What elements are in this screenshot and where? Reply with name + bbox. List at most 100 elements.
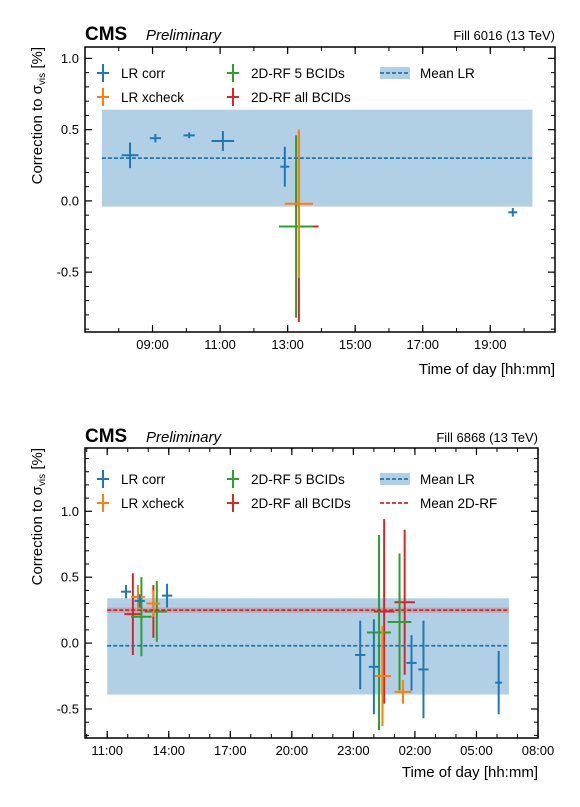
- legend: LR corr LR xcheck 2D-RF 5 BCIDs 2D-RF all B…: [97, 64, 475, 106]
- data-point: [121, 142, 139, 169]
- y-tick-label: 1.0: [61, 504, 79, 519]
- data-point: [279, 135, 313, 318]
- legend-label: LR xcheck: [121, 90, 184, 105]
- x-tick-label: 11:00: [204, 337, 236, 352]
- data-point: [120, 585, 132, 599]
- x-axis: 09:00 11:00 13:00 15:00 17:00 19:00: [84, 47, 525, 352]
- series-2d-rf-5-bcids: [131, 535, 412, 731]
- data-point: [134, 594, 145, 608]
- x-tick-label: 14:00: [152, 743, 185, 758]
- data-point: [368, 619, 380, 715]
- y-tick-label: 1.0: [61, 51, 79, 66]
- series-lr-xcheck: [131, 585, 412, 727]
- series-lr-xcheck: [284, 129, 313, 278]
- plot-frame: [84, 447, 539, 739]
- data-point: [124, 573, 142, 655]
- data-point: [284, 129, 313, 278]
- y-axis: -0.5 0.0 0.5 1.0: [57, 458, 538, 736]
- data-point: [508, 208, 518, 217]
- x-axis-label: Time of day [hh:mm]: [419, 361, 555, 378]
- preliminary-label: Preliminary: [146, 429, 223, 446]
- x-axis-label: Time of day [hh:mm]: [402, 764, 538, 781]
- data-point: [367, 535, 391, 731]
- y-axis-label-unit: [%]: [29, 47, 46, 73]
- legend-label: 2D-RF 5 BCIDs: [251, 472, 345, 487]
- legend-label: 2D-RF all BCIDs: [251, 90, 351, 105]
- x-tick-label: 13:00: [271, 337, 304, 352]
- x-tick-label: 11:00: [91, 743, 123, 758]
- x-tick-label: 17:00: [214, 743, 247, 758]
- y-axis-label: Correction to σvis [%]: [29, 448, 48, 585]
- data-point: [149, 133, 161, 143]
- plot-frame: [84, 46, 556, 333]
- band-mean-lr: [101, 109, 533, 207]
- x-tick-label: 20:00: [276, 743, 309, 758]
- y-tick-label: 0.5: [61, 570, 79, 585]
- legend-label: Mean LR: [420, 472, 475, 487]
- y-tick-label: -0.5: [57, 702, 79, 717]
- data-point: [146, 590, 161, 617]
- legend-item: Mean 2D-RF: [380, 496, 497, 511]
- legend-label: LR corr: [121, 66, 166, 81]
- series-lr-corr: [120, 583, 503, 719]
- chart-1: -0.5 0.0 0.5 1.0 09:00 11:00 13:00 15:00 17:00 19…: [29, 24, 556, 378]
- data-point: [131, 585, 145, 609]
- data-point: [211, 131, 235, 152]
- legend-label: Mean 2D-RF: [420, 496, 497, 511]
- legend-item: 2D-RF all BCIDs: [227, 88, 351, 106]
- cms-label: CMS: [85, 24, 127, 45]
- y-axis: -0.5 0.0 0.5 1.0: [57, 51, 555, 330]
- y-axis-label-subscript: vis: [37, 474, 48, 486]
- y-tick-label: -0.5: [57, 265, 79, 280]
- legend: LR corr LR xcheck 2D-RF 5 BCIDs 2D-RF all B…: [97, 470, 497, 512]
- legend-label: 2D-RF 5 BCIDs: [251, 66, 345, 81]
- y-tick-label: 0.5: [61, 122, 79, 137]
- data-point: [406, 635, 417, 691]
- data-point: [146, 581, 168, 642]
- data-point: [495, 651, 503, 715]
- legend-item: LR xcheck: [97, 494, 184, 512]
- y-axis-label-main: Correction to σ: [29, 84, 46, 184]
- legend-item: 2D-RF 5 BCIDs: [227, 470, 345, 488]
- data-point: [373, 625, 391, 727]
- fill-label: Fill 6868 (13 TeV): [436, 430, 538, 445]
- legend-label: LR corr: [121, 472, 166, 487]
- x-tick-label: 17:00: [406, 337, 439, 352]
- y-axis-label: Correction to σvis [%]: [29, 47, 48, 184]
- legend-item: Mean LR: [380, 66, 475, 81]
- legend-item: LR corr: [97, 470, 166, 488]
- y-tick-label: 0.0: [61, 193, 79, 208]
- preliminary-label: Preliminary: [146, 27, 223, 44]
- x-tick-label: 08:00: [522, 743, 555, 758]
- data-point: [355, 620, 366, 690]
- data-point: [183, 132, 195, 139]
- series-2d-rf-all-bcids: [124, 519, 415, 704]
- data-point: [280, 146, 290, 187]
- data-point: [394, 529, 415, 675]
- legend-label: 2D-RF all BCIDs: [251, 496, 351, 511]
- legend-item: 2D-RF all BCIDs: [227, 494, 351, 512]
- x-tick-label: 09:00: [136, 337, 169, 352]
- legend-label: LR xcheck: [121, 496, 184, 511]
- fill-label: Fill 6016 (13 TeV): [453, 28, 555, 43]
- series-2d-rf-5-bcids: [279, 135, 313, 318]
- data-point: [131, 577, 152, 657]
- series-lr-corr: [121, 131, 518, 217]
- x-tick-label: 15:00: [339, 337, 372, 352]
- data-point: [418, 620, 429, 719]
- data-point: [394, 680, 412, 704]
- data-point: [373, 519, 395, 704]
- y-tick-label: 0.0: [61, 636, 79, 651]
- x-tick-label: 23:00: [337, 743, 370, 758]
- legend-item: Mean LR: [380, 472, 475, 487]
- data-point: [161, 583, 173, 608]
- x-axis: 11:00 14:00 17:00 20:00 23:00 02:00 05:00 08:00: [86, 448, 555, 758]
- cms-label: CMS: [85, 426, 127, 447]
- chart-2: -0.5 0.0 0.5 1.0 11:00 14:00 17:00 20:00 23:00 02…: [29, 426, 554, 781]
- data-point: [387, 553, 412, 691]
- x-tick-label: 19:00: [474, 337, 507, 352]
- legend-item: LR xcheck: [97, 88, 184, 106]
- y-axis-label-unit: [%]: [29, 448, 46, 474]
- x-tick-label: 02:00: [399, 743, 432, 758]
